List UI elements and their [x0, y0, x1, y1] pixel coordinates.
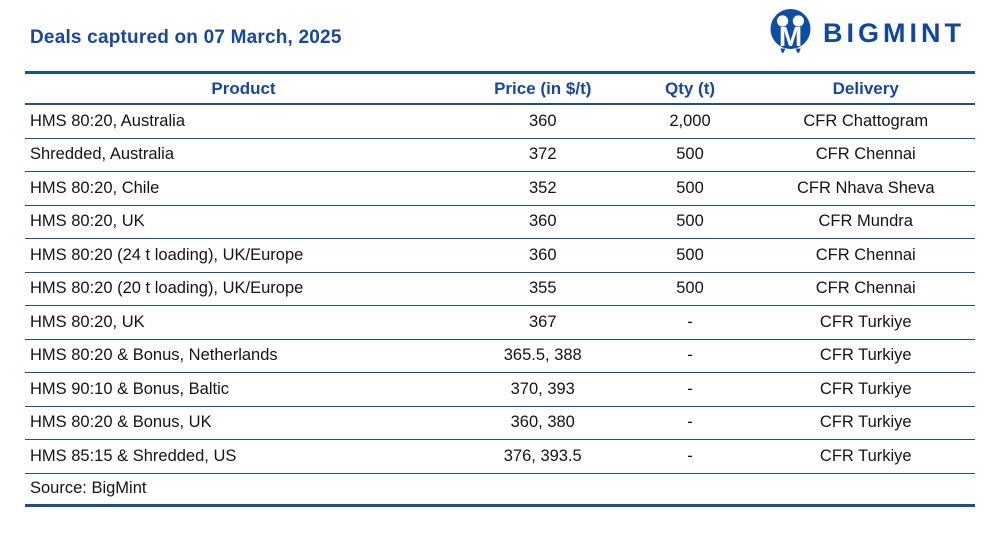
column-header-product: Product: [25, 71, 462, 105]
qty-cell: 2,000: [623, 104, 757, 139]
table-row: Shredded, Australia 372 500 CFR Chennai: [25, 138, 975, 172]
delivery-cell: CFR Chennai: [756, 138, 975, 172]
delivery-cell: CFR Turkiye: [756, 339, 975, 373]
qty-cell: 500: [623, 238, 757, 273]
delivery-cell: CFR Mundra: [756, 205, 975, 239]
product-cell: HMS 80:20 (24 t loading), UK/Europe: [25, 238, 462, 273]
qty-cell: 500: [623, 272, 757, 306]
price-cell: 360: [462, 104, 624, 139]
product-cell: HMS 90:10 & Bonus, Baltic: [25, 372, 462, 407]
qty-cell: -: [623, 339, 757, 373]
table-row: HMS 80:20, Australia 360 2,000 CFR Chattogr…: [25, 104, 975, 139]
table-row: HMS 90:10 & Bonus, Baltic 370, 393- CFR Tu…: [25, 372, 975, 407]
page-title: Deals captured on 07 March, 2025: [30, 27, 342, 48]
qty-cell: 500: [623, 138, 757, 172]
svg-text:M: M: [779, 21, 802, 52]
table-row: HMS 80:20 (24 t loading), UK/Europe 360 50…: [25, 238, 975, 273]
qty-cell: -: [623, 305, 757, 340]
product-cell: HMS 80:20, UK: [25, 205, 462, 239]
qty-cell: -: [623, 406, 757, 440]
qty-cell: 500: [623, 171, 757, 206]
brand-name: BIGMINT: [823, 17, 965, 48]
delivery-cell: CFR Chattogram: [756, 104, 975, 139]
price-cell: 355: [462, 272, 624, 306]
deals-table: Product Price (in $/t) Qty (t) Delivery …: [25, 71, 975, 507]
column-header-delivery: Delivery: [756, 71, 975, 105]
product-cell: HMS 85:15 & Shredded, US: [25, 439, 462, 474]
delivery-cell: CFR Turkiye: [756, 406, 975, 440]
product-cell: HMS 80:20 & Bonus, Netherlands: [25, 339, 462, 373]
price-cell: 365.5, 388: [462, 339, 624, 373]
product-cell: HMS 80:20 (20 t loading), UK/Europe: [25, 272, 462, 306]
bigmint-icon: M: [770, 9, 811, 53]
product-cell: HMS 80:20, UK: [25, 305, 462, 340]
brand-logo: M BIGMINT: [768, 8, 965, 58]
product-cell: Shredded, Australia: [25, 138, 462, 172]
table-row: HMS 80:20, UK 360 500 CFR Mundra: [25, 205, 975, 239]
header-row: Product Price (in $/t) Qty (t) Delivery: [25, 71, 975, 105]
qty-cell: 500: [623, 205, 757, 239]
table-row: HMS 80:20 & Bonus, Netherlands 365.5, 388…: [25, 339, 975, 373]
delivery-cell: CFR Nhava Sheva: [756, 171, 975, 206]
source-text: Source: BigMint: [25, 473, 975, 507]
table-footer: Source: BigMint: [25, 473, 975, 507]
table-row: HMS 80:20 & Bonus, UK 360, 380- CFR Turkiy…: [25, 406, 975, 440]
price-cell: 360: [462, 205, 624, 239]
price-cell: 376, 393.5: [462, 439, 624, 474]
price-cell: 367: [462, 305, 624, 340]
delivery-cell: CFR Chennai: [756, 272, 975, 306]
delivery-cell: CFR Turkiye: [756, 305, 975, 340]
price-cell: 352: [462, 171, 624, 206]
table-header: Product Price (in $/t) Qty (t) Delivery: [25, 71, 975, 105]
column-header-qty: Qty (t): [623, 71, 757, 105]
table-body: HMS 80:20, Australia 360 2,000 CFR Chattogr…: [25, 104, 975, 474]
price-cell: 372: [462, 138, 624, 172]
table-row: HMS 80:20, Chile 352 500 CFR Nhava Sheva: [25, 171, 975, 206]
table-row: HMS 80:20, UK 367- CFR Turkiye: [25, 305, 975, 340]
product-cell: HMS 80:20, Australia: [25, 104, 462, 139]
product-cell: HMS 80:20 & Bonus, UK: [25, 406, 462, 440]
price-cell: 360: [462, 238, 624, 273]
delivery-cell: CFR Chennai: [756, 238, 975, 273]
delivery-cell: CFR Turkiye: [756, 372, 975, 407]
qty-cell: -: [623, 372, 757, 407]
table-row: HMS 80:20 (20 t loading), UK/Europe 355 50…: [25, 272, 975, 306]
source-row: Source: BigMint: [25, 473, 975, 507]
price-cell: 370, 393: [462, 372, 624, 407]
qty-cell: -: [623, 439, 757, 474]
product-cell: HMS 80:20, Chile: [25, 171, 462, 206]
table-row: HMS 85:15 & Shredded, US 376, 393.5- CFR T…: [25, 439, 975, 474]
column-header-price: Price (in $/t): [462, 71, 624, 105]
price-cell: 360, 380: [462, 406, 624, 440]
delivery-cell: CFR Turkiye: [756, 439, 975, 474]
